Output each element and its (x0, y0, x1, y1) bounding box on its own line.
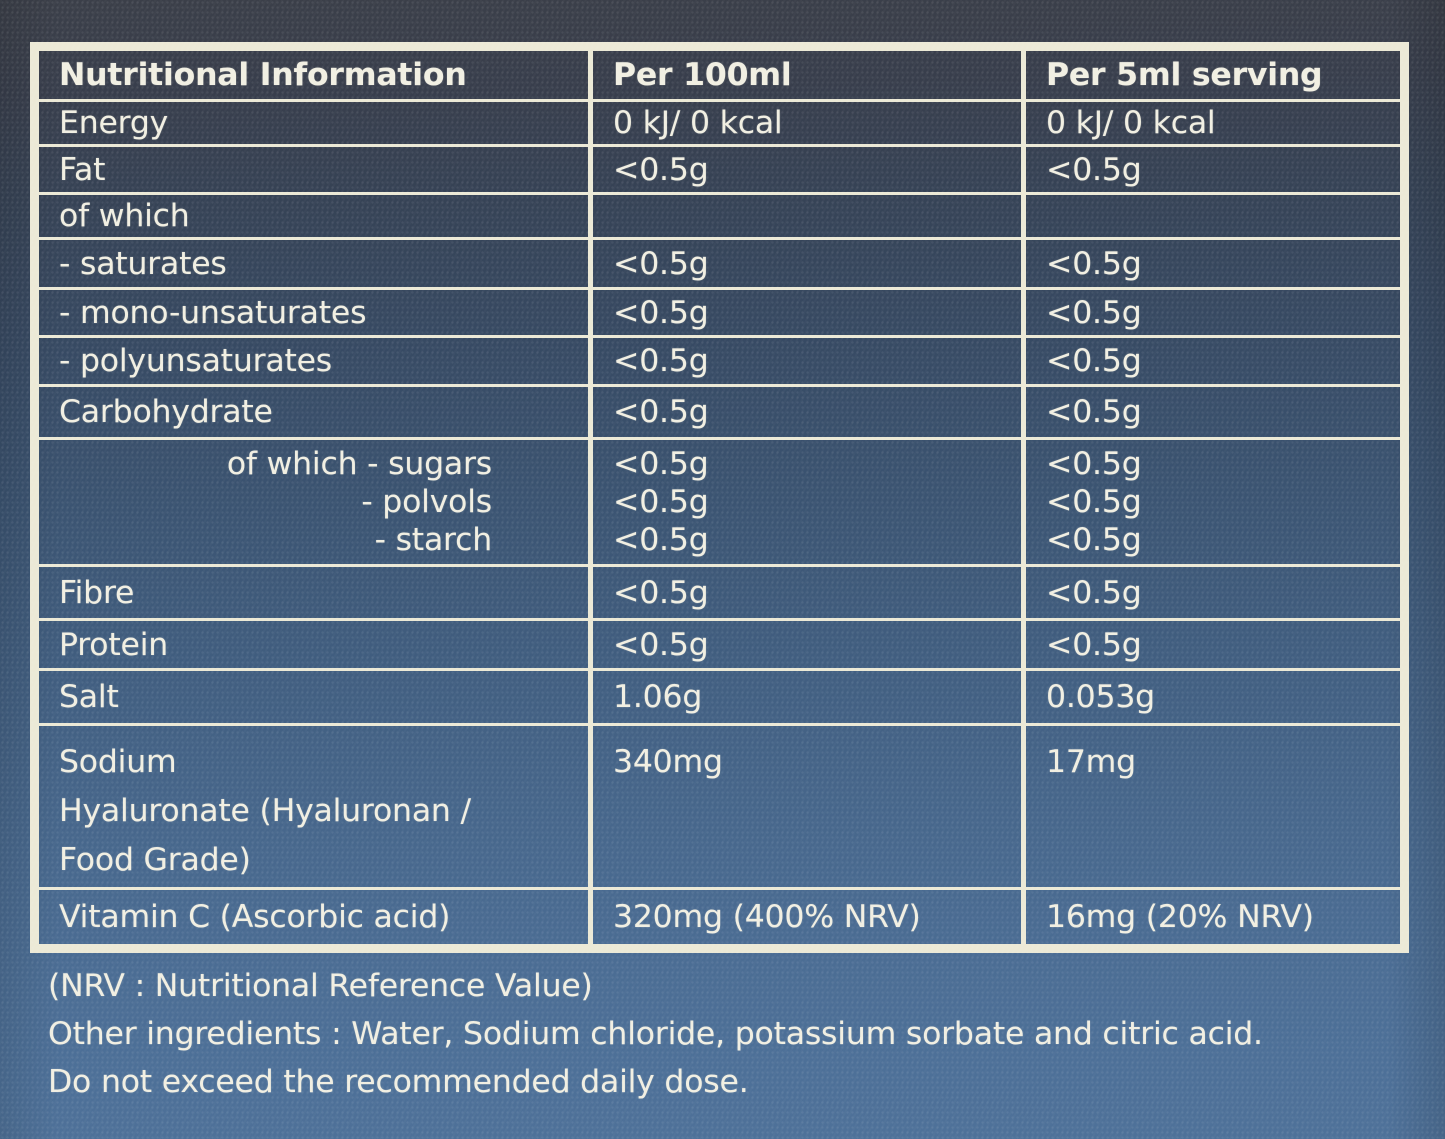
value-per-5ml-serving: 0.053g (1021, 668, 1407, 726)
nutrient-label: Protein (32, 618, 593, 671)
value-per-100ml (588, 192, 1026, 240)
nutrient-label: Vitamin C (Ascorbic acid) (32, 887, 593, 950)
table-row: - polyunsaturates <0.5g <0.5g (32, 335, 1407, 387)
table-header-row: Nutritional Information Per 100ml Per 5m… (32, 45, 1407, 102)
nutrient-label: - polyunsaturates (32, 335, 593, 387)
value-per-5ml-serving: 17mg (1021, 723, 1407, 890)
col-header-nutritional-information: Nutritional Information (32, 45, 593, 102)
table-row: - mono-unsaturates <0.5g <0.5g (32, 287, 1407, 338)
col-header-per-5ml-serving: Per 5ml serving (1021, 45, 1407, 102)
value-per-5ml-serving: <0.5g <0.5g <0.5g (1021, 437, 1407, 567)
nutrient-label: - mono-unsaturates (32, 287, 593, 338)
value-per-5ml-serving: <0.5g (1021, 287, 1407, 338)
nutrition-table: Nutritional Information Per 100ml Per 5m… (30, 42, 1409, 953)
value-per-100ml: <0.5g (588, 287, 1026, 338)
value-per-5ml-serving: <0.5g (1021, 335, 1407, 387)
nrv-note: (NRV : Nutritional Reference Value) (48, 968, 593, 1004)
nutrient-label: Salt (32, 668, 593, 726)
table-row: Fibre <0.5g <0.5g (32, 564, 1407, 621)
value-per-5ml-serving: <0.5g (1021, 384, 1407, 440)
nutrient-label: Carbohydrate (32, 384, 593, 440)
value-per-5ml-serving (1021, 192, 1407, 240)
value-per-100ml: 340mg (588, 723, 1026, 890)
nutrient-label: Fat (32, 144, 593, 195)
value-per-5ml-serving: 0 kJ/ 0 kcal (1021, 99, 1407, 147)
table-row: Salt 1.06g 0.053g (32, 668, 1407, 726)
footnotes: (NRV : Nutritional Reference Value) Othe… (48, 962, 1263, 1106)
table-row: Vitamin C (Ascorbic acid) 320mg (400% NRV… (32, 887, 1407, 950)
value-per-100ml: 0 kJ/ 0 kcal (588, 99, 1026, 147)
nutrient-label: Sodium Hyaluronate (Hyaluronan / Food Gr… (32, 723, 593, 890)
table-row: of which - sugars - polvols - starch <0.5… (32, 437, 1407, 567)
table-row: Carbohydrate <0.5g <0.5g (32, 384, 1407, 440)
value-per-100ml: <0.5g (588, 144, 1026, 195)
nutrient-label: Fibre (32, 564, 593, 621)
value-per-100ml: <0.5g (588, 564, 1026, 621)
col-header-per-100ml: Per 100ml (588, 45, 1026, 102)
table-row: Fat <0.5g <0.5g (32, 144, 1407, 195)
table-row: Sodium Hyaluronate (Hyaluronan / Food Gr… (32, 723, 1407, 890)
daily-dose-warning: Do not exceed the recommended daily dose… (48, 1064, 749, 1100)
nutrient-label: of which - sugars - polvols - starch (32, 437, 593, 567)
other-ingredients-note: Other ingredients : Water, Sodium chlori… (48, 1016, 1263, 1052)
value-per-5ml-serving: <0.5g (1021, 618, 1407, 671)
nutrient-label: Energy (32, 99, 593, 147)
table-row: Protein <0.5g <0.5g (32, 618, 1407, 671)
value-per-5ml-serving: <0.5g (1021, 144, 1407, 195)
value-per-5ml-serving: 16mg (20% NRV) (1021, 887, 1407, 950)
value-per-100ml: 1.06g (588, 668, 1026, 726)
value-per-100ml: <0.5g (588, 618, 1026, 671)
value-per-100ml: <0.5g (588, 335, 1026, 387)
table-row: - saturates <0.5g <0.5g (32, 237, 1407, 290)
value-per-100ml: <0.5g (588, 384, 1026, 440)
table-row: of which (32, 192, 1407, 240)
value-per-100ml: <0.5g (588, 237, 1026, 290)
nutrient-label: of which (32, 192, 593, 240)
value-per-100ml: <0.5g <0.5g <0.5g (588, 437, 1026, 567)
value-per-100ml: 320mg (400% NRV) (588, 887, 1026, 950)
value-per-5ml-serving: <0.5g (1021, 237, 1407, 290)
nutrient-label: - saturates (32, 237, 593, 290)
value-per-5ml-serving: <0.5g (1021, 564, 1407, 621)
table-row: Energy 0 kJ/ 0 kcal 0 kJ/ 0 kcal (32, 99, 1407, 147)
